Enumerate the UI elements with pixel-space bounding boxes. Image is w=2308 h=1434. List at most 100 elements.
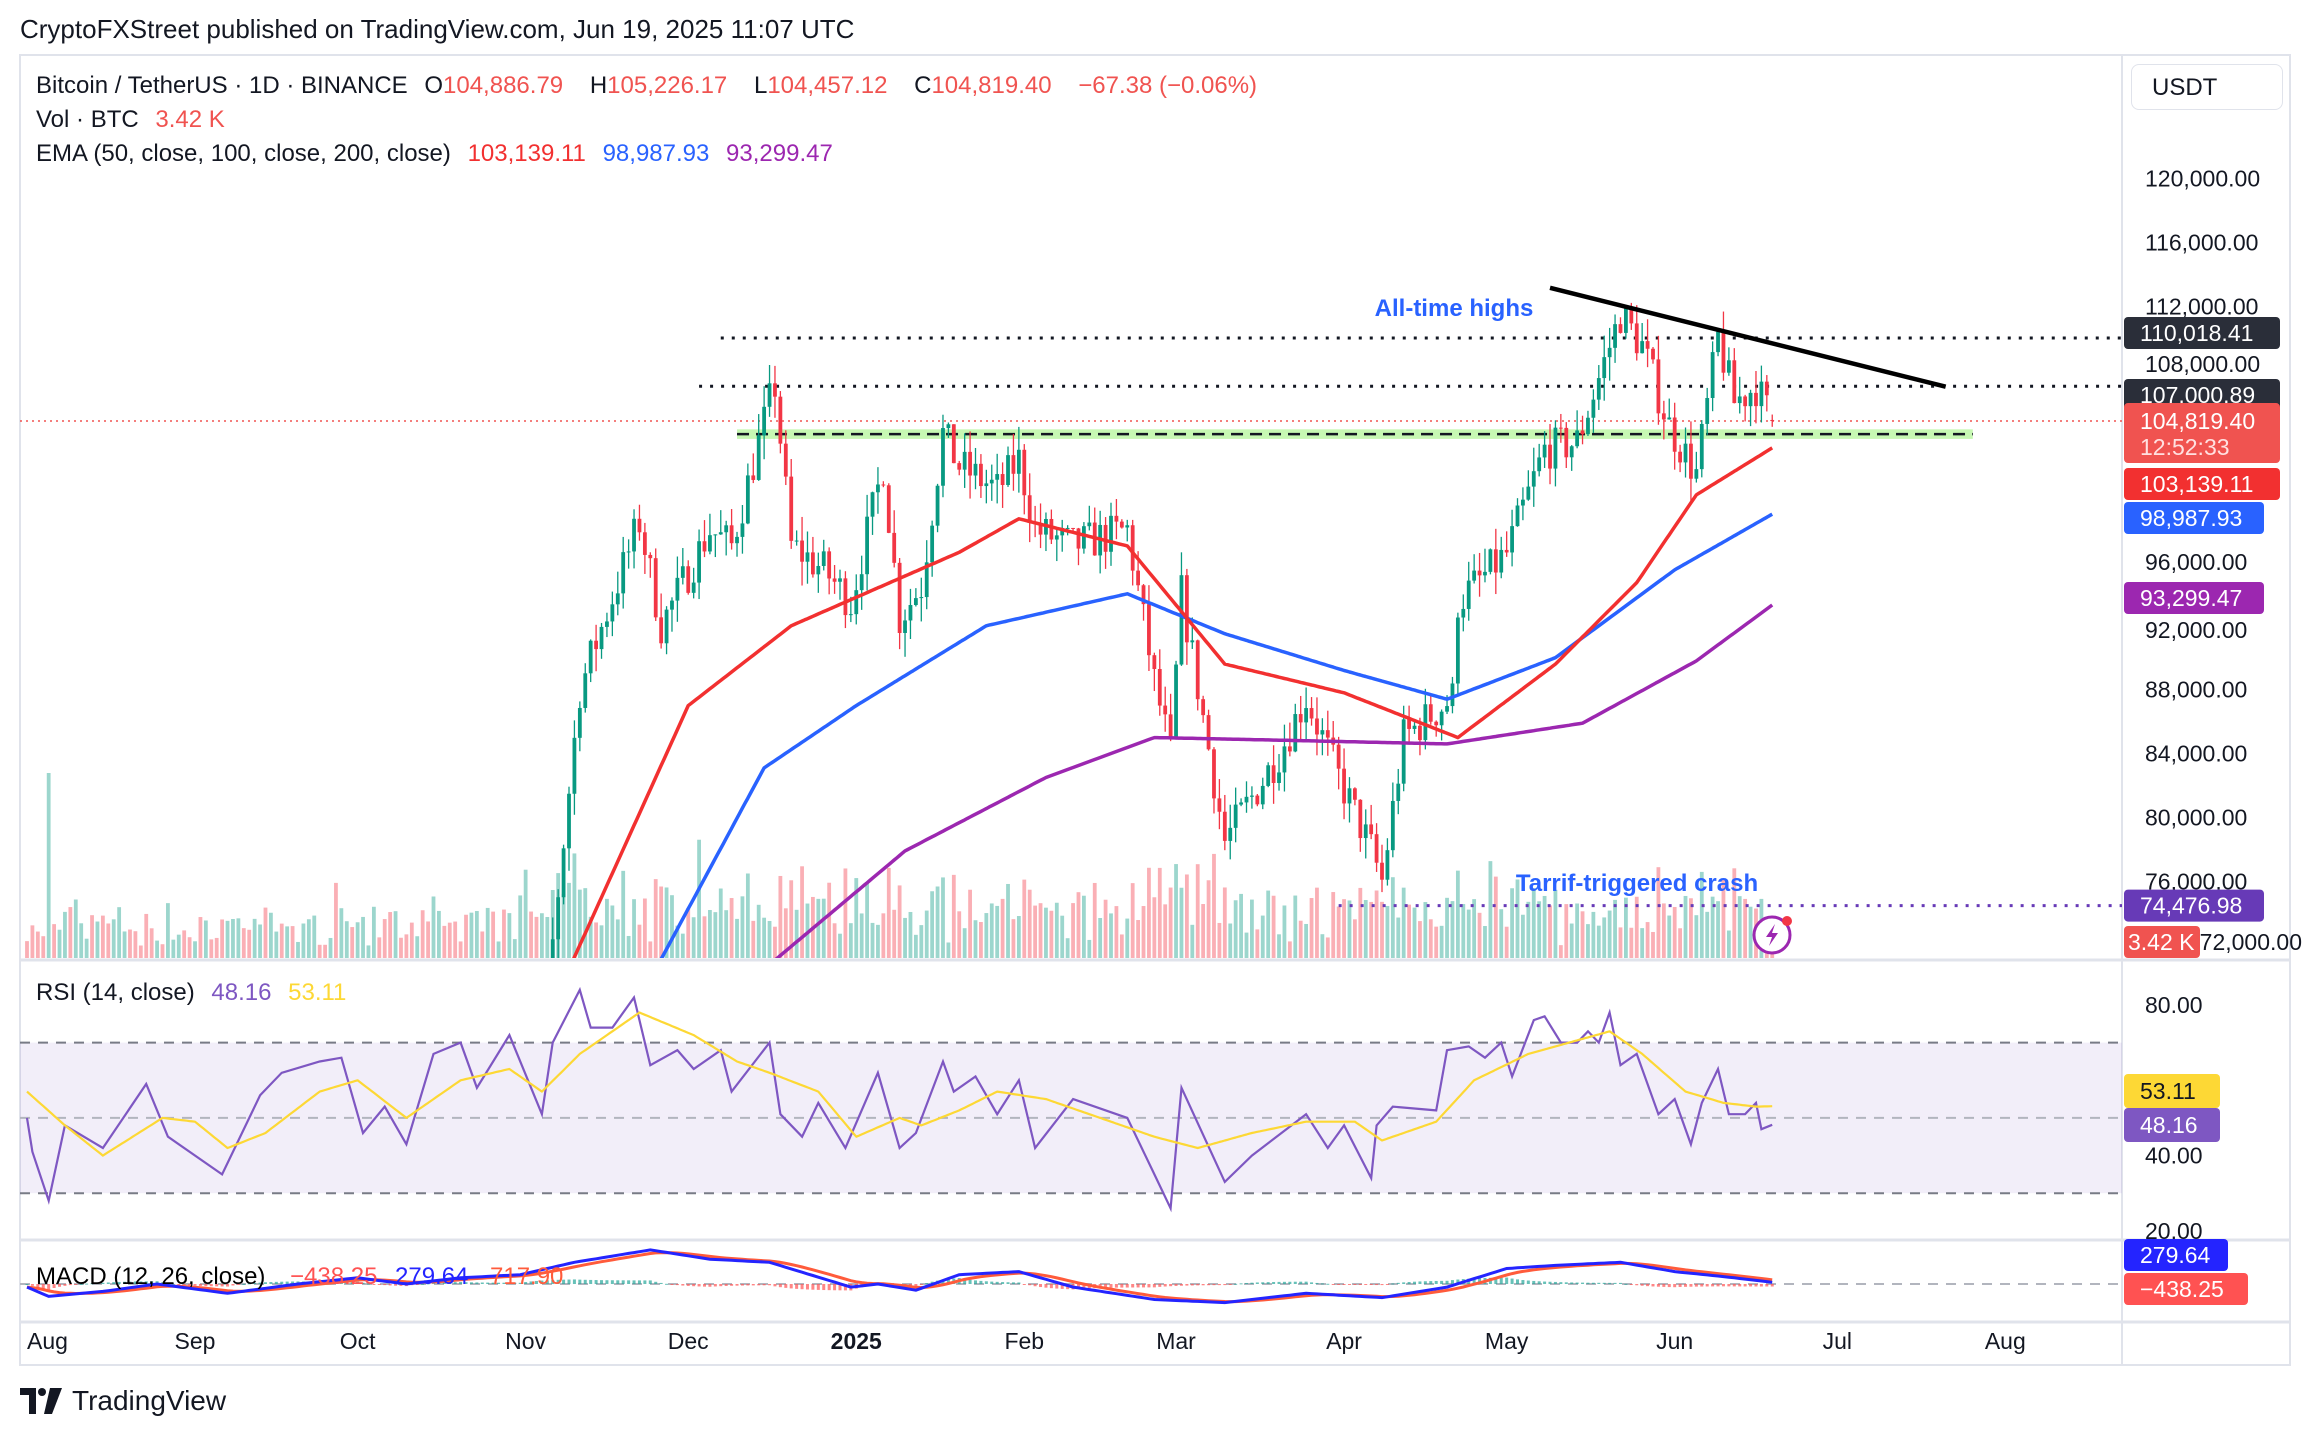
candle bbox=[724, 525, 729, 533]
candle bbox=[529, 976, 533, 982]
time-tick-label: May bbox=[1485, 1328, 1529, 1354]
ema50-value: 103,139.11 bbox=[467, 140, 586, 167]
tradingview-logo[interactable]: TradingView bbox=[20, 1385, 226, 1417]
macd-histogram-bar bbox=[1223, 1284, 1227, 1286]
volume-bar bbox=[1082, 895, 1086, 958]
macd-histogram-bar bbox=[1532, 1280, 1536, 1284]
candle bbox=[1754, 392, 1758, 407]
alert-icon[interactable] bbox=[1752, 915, 1792, 955]
candle bbox=[968, 451, 972, 476]
macd-histogram-bar bbox=[1250, 1282, 1254, 1284]
macd-histogram-bar bbox=[1705, 1284, 1709, 1287]
candle bbox=[821, 551, 826, 566]
candle bbox=[1759, 381, 1764, 407]
ema-label[interactable]: EMA (50, close, 100, close, 200, close) bbox=[36, 140, 451, 167]
macd-histogram-bar bbox=[914, 1284, 918, 1287]
rsi-pane bbox=[20, 986, 2122, 1213]
volume-bar bbox=[382, 919, 387, 958]
volume-bar bbox=[1076, 892, 1081, 958]
macd-histogram-bar bbox=[589, 1279, 593, 1284]
macd-histogram-bar bbox=[274, 1281, 278, 1284]
macd-histogram-bar bbox=[1228, 1284, 1232, 1285]
volume-bar bbox=[231, 919, 235, 958]
macd-histogram-bar bbox=[269, 1282, 273, 1284]
volume-bar bbox=[540, 913, 544, 958]
candle bbox=[1244, 796, 1249, 803]
volume-bar bbox=[1109, 913, 1113, 958]
volume-bar bbox=[1011, 919, 1016, 958]
macd-histogram-bar bbox=[778, 1284, 782, 1288]
volume-bar bbox=[1060, 915, 1065, 958]
macd-histogram-bar bbox=[1765, 1284, 1769, 1287]
currency-button[interactable]: USDT bbox=[2131, 64, 2283, 110]
candle bbox=[838, 578, 842, 582]
macd-label[interactable]: MACD (12, 26, close) bbox=[36, 1263, 265, 1290]
candle bbox=[805, 552, 810, 562]
candle bbox=[984, 483, 989, 487]
candle bbox=[507, 998, 511, 1006]
macd-histogram-bar bbox=[507, 1282, 511, 1284]
candle bbox=[1190, 640, 1195, 643]
candle bbox=[1325, 730, 1330, 738]
volume-bar bbox=[1461, 904, 1466, 958]
macd-histogram-bar bbox=[735, 1284, 739, 1286]
macd-histogram-bar bbox=[1266, 1282, 1270, 1284]
candle bbox=[1065, 527, 1070, 529]
time-tick-label: Sep bbox=[175, 1328, 216, 1354]
volume-bar bbox=[745, 873, 750, 958]
macd-histogram-bar bbox=[1033, 1284, 1037, 1287]
volume-bar bbox=[648, 941, 653, 958]
candle bbox=[832, 578, 837, 582]
volume-bar bbox=[138, 945, 143, 958]
rsi-label[interactable]: RSI (14, close) bbox=[36, 979, 195, 1006]
volume-bar bbox=[708, 910, 712, 958]
macd-histogram-bar bbox=[968, 1279, 972, 1284]
volume-bar bbox=[1092, 882, 1097, 958]
publish-info: CryptoFXStreet published on TradingView.… bbox=[20, 14, 855, 44]
candle bbox=[1103, 524, 1108, 552]
volume-bar bbox=[323, 944, 327, 958]
price-badge bbox=[2124, 889, 2264, 922]
volume-bar bbox=[680, 933, 685, 958]
volume-bar bbox=[870, 922, 875, 958]
volume-label[interactable]: Vol · BTC bbox=[36, 106, 139, 133]
volume-bar bbox=[1678, 928, 1682, 958]
volume-bar bbox=[697, 839, 701, 958]
volume-bar bbox=[1217, 922, 1222, 958]
macd-histogram-bar bbox=[757, 1284, 761, 1286]
open-value: 104,886.79 bbox=[443, 72, 564, 99]
symbol-name[interactable]: Bitcoin / TetherUS · 1D · BINANCE bbox=[36, 72, 408, 99]
macd-histogram-bar bbox=[816, 1284, 820, 1290]
macd-histogram-bar bbox=[372, 1284, 376, 1285]
time-tick-label: Jul bbox=[1823, 1328, 1852, 1354]
volume-bar bbox=[1054, 902, 1059, 958]
macd-histogram-bar bbox=[1342, 1284, 1346, 1285]
macd-histogram-bar bbox=[600, 1280, 604, 1284]
volume-bar bbox=[1016, 916, 1021, 958]
candle bbox=[1336, 744, 1341, 769]
candle bbox=[1054, 535, 1059, 540]
candle bbox=[1342, 768, 1346, 804]
macd-histogram-bar bbox=[1304, 1281, 1308, 1284]
macd-histogram-bar bbox=[1548, 1281, 1552, 1284]
volume-bar bbox=[1689, 898, 1693, 958]
price-tick-label: 84,000.00 bbox=[2145, 741, 2247, 767]
macd-histogram-bar bbox=[415, 1284, 419, 1285]
candle bbox=[1168, 714, 1173, 737]
rsi-tick-label: 40.00 bbox=[2145, 1143, 2203, 1169]
volume-bar bbox=[572, 853, 577, 958]
volume-bar bbox=[399, 937, 403, 958]
macd-histogram-bar bbox=[1770, 1284, 1774, 1287]
change-value: −67.38 (−0.06%) bbox=[1078, 72, 1258, 99]
macd-histogram-bar bbox=[1282, 1281, 1286, 1284]
volume-bar bbox=[1380, 901, 1384, 958]
candle bbox=[843, 578, 848, 616]
candle bbox=[1640, 341, 1645, 354]
macd-histogram-bar bbox=[1759, 1284, 1763, 1287]
macd-histogram-bar bbox=[594, 1280, 598, 1284]
volume-bar bbox=[149, 928, 154, 958]
candle bbox=[767, 383, 772, 407]
volume-bar bbox=[632, 899, 636, 958]
candle bbox=[1136, 570, 1140, 586]
